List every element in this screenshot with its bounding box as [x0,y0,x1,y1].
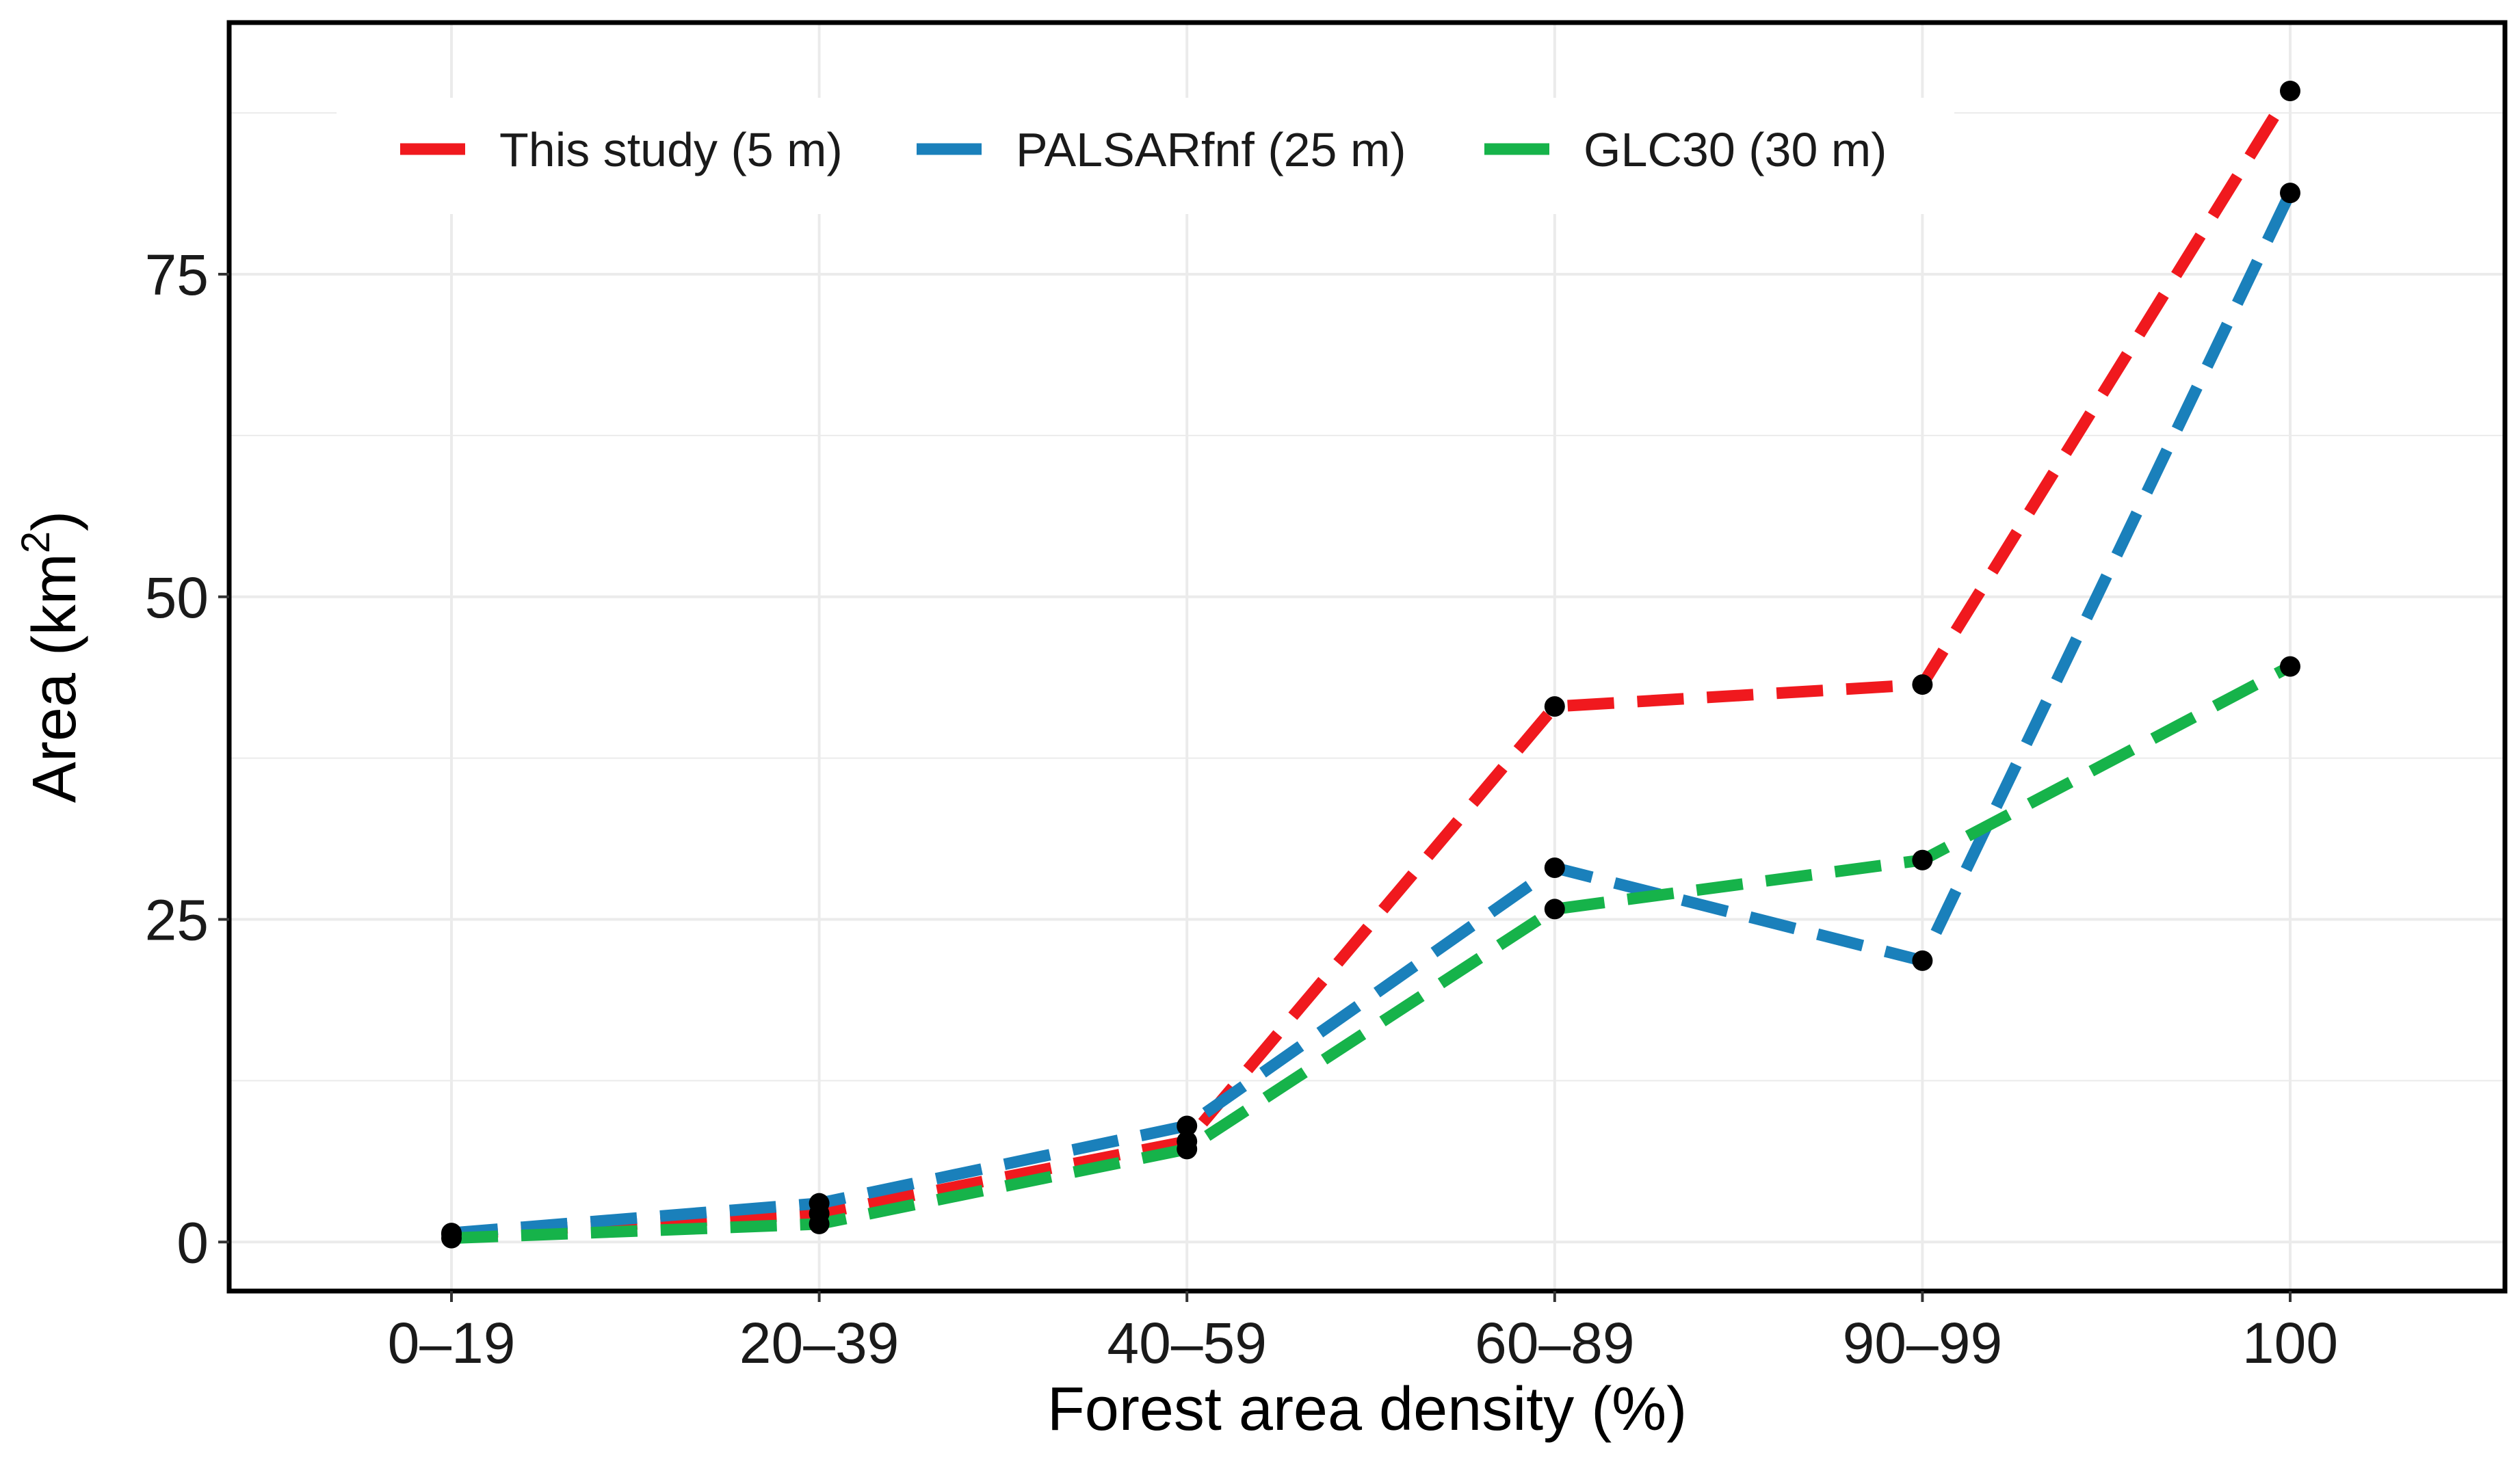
y-tick-label: 25 [145,888,209,953]
data-point [2280,183,2300,204]
x-tick-label: 100 [2242,1311,2338,1375]
legend-label: This study (5 m) [499,123,843,176]
data-point [1177,1139,1198,1160]
data-point [1544,899,1565,920]
x-tick-label: 90–99 [1843,1311,2003,1375]
y-axis-title-superscript: 2 [14,531,58,553]
legend-item: GLC30 (30 m) [1484,123,1887,176]
x-axis-title: Forest area density (%) [1047,1375,1687,1444]
data-point [1544,696,1565,717]
legend-item: This study (5 m) [400,123,843,176]
legend-label: PALSARfnf (25 m) [1016,123,1406,176]
x-tick-label: 40–59 [1107,1311,1267,1375]
y-axis-title-main: Area (km [21,553,89,803]
x-tick-label: 20–39 [739,1311,900,1375]
y-tick-label: 0 [176,1210,209,1275]
data-point [1177,1115,1198,1137]
x-tick-label: 60–89 [1475,1311,1635,1375]
data-point [1912,950,1933,971]
series-line-0 [451,88,2296,1240]
y-tick-label: 75 [145,243,209,307]
points-layer [441,81,2300,1249]
data-point [441,1227,462,1249]
y-axis-title: Area (km2) [14,511,89,803]
series-layer [451,88,2296,1245]
legend-background [337,98,1954,214]
y-tick-label: 50 [145,566,209,630]
data-point [1912,674,1933,695]
x-axis: 0–19 20–39 40–59 60–89 90–99 100 [388,1291,2338,1375]
data-point [809,1193,830,1214]
data-point [1912,849,1933,870]
legend-item: PALSARfnf (25 m) [917,123,1406,176]
data-point [1544,858,1565,879]
y-axis: 0 25 50 75 [145,243,229,1275]
y-axis-title-suffix: ) [21,511,89,531]
data-point [809,1213,830,1234]
data-point [2280,81,2300,102]
data-point [2280,656,2300,677]
legend-label: GLC30 (30 m) [1584,123,1887,176]
legend: This study (5 m) PALSARfnf (25 m) GLC30 (3… [337,98,1954,214]
series-line-2 [451,661,2293,1245]
x-tick-label: 0–19 [388,1311,516,1375]
series-line-1 [451,190,2296,1239]
plot-panel-border [226,20,2508,1294]
